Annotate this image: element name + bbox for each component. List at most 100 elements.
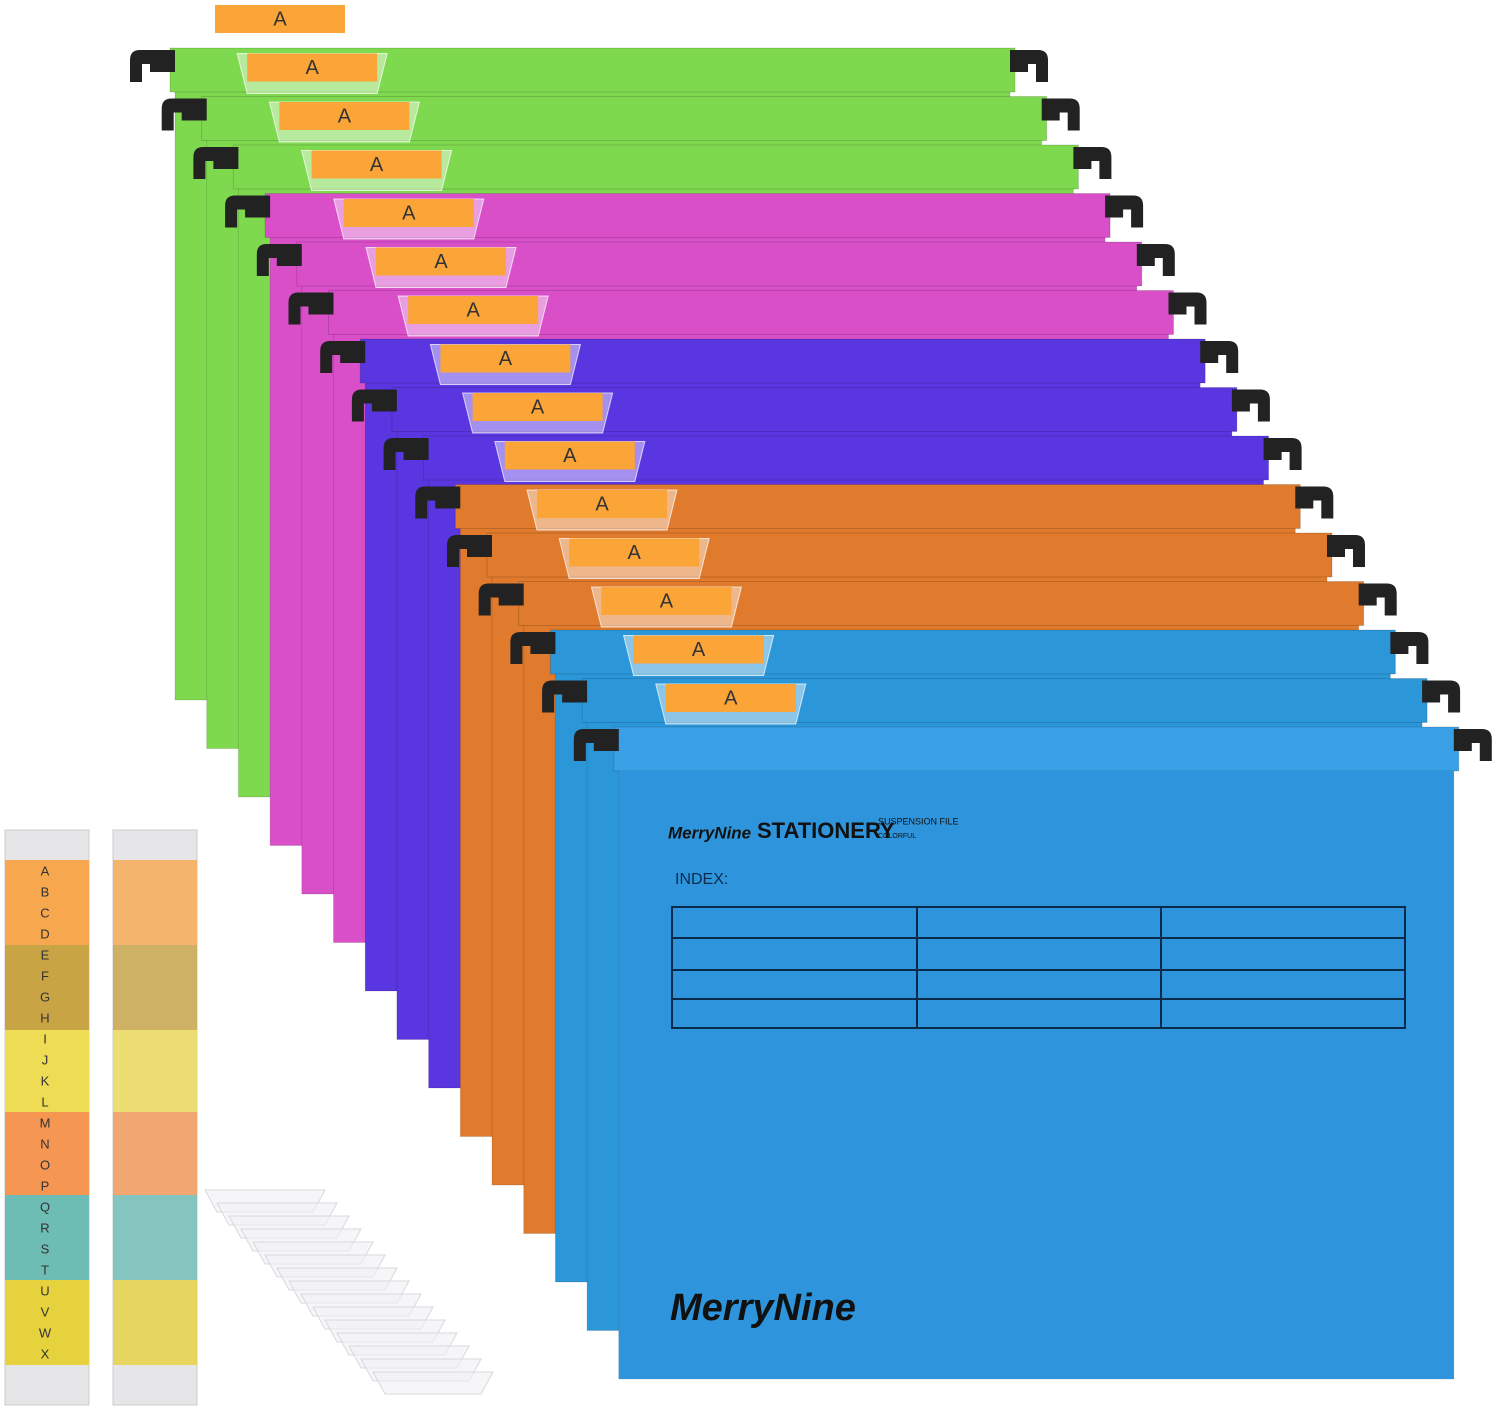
strip-letter: R	[40, 1220, 49, 1235]
brand: MerryNine	[668, 823, 751, 842]
hook-left	[573, 729, 619, 761]
strip-letter: I	[43, 1031, 47, 1046]
strip-letter: S	[41, 1241, 50, 1256]
hook-right	[1136, 244, 1175, 276]
strip-letter: N	[40, 1136, 49, 1151]
hook-left	[542, 680, 588, 713]
hook-left	[447, 535, 492, 567]
tab-label: A	[338, 105, 352, 127]
hook-right	[1263, 438, 1302, 470]
strip-letter: O	[40, 1157, 50, 1172]
tab-label: A	[692, 639, 706, 661]
tab-label-card	[376, 247, 506, 276]
hook-right	[1073, 147, 1112, 179]
strip-letter: X	[41, 1346, 50, 1361]
index-label: INDEX:	[675, 871, 728, 888]
hook-right	[1422, 680, 1461, 713]
hook-left	[383, 438, 429, 470]
strip-letter: V	[41, 1304, 50, 1319]
strip-letter: Q	[40, 1199, 50, 1214]
strip-letter: U	[40, 1283, 49, 1298]
tab-label: A	[370, 154, 384, 176]
product-line2: COLORFUL	[878, 833, 916, 840]
hook-left	[193, 147, 239, 179]
hook-right	[1010, 50, 1048, 82]
tab-label-card	[247, 53, 378, 82]
strip-band	[5, 1030, 89, 1112]
tab-label-card	[569, 538, 700, 567]
tab-label: A	[628, 542, 642, 564]
strip-band	[113, 1030, 197, 1112]
logo: MerryNine	[670, 1287, 856, 1329]
tab-label-card	[472, 393, 603, 421]
tab-label-card	[440, 344, 571, 373]
folder-front	[618, 771, 1454, 1379]
strip-letter: T	[41, 1262, 49, 1277]
strip-letter: A	[41, 863, 50, 878]
hook-left	[161, 98, 207, 131]
hanger-bar	[613, 726, 1460, 772]
strip-letter: L	[41, 1094, 48, 1109]
tab-label-card	[537, 490, 667, 518]
tab-label: A	[306, 57, 320, 79]
tab-label-card	[504, 441, 635, 470]
hook-right	[1168, 292, 1207, 325]
hook-left	[351, 389, 397, 422]
tab-label: A	[273, 8, 287, 30]
strip-letter: E	[41, 947, 50, 962]
tab-label-card	[408, 296, 539, 324]
strip-band	[113, 1195, 197, 1280]
hook-left	[415, 486, 461, 519]
tab-label: A	[402, 202, 416, 224]
hook-right	[1231, 389, 1270, 422]
strip-band	[5, 945, 89, 1030]
clear-tab	[372, 1371, 494, 1395]
hook-left	[478, 583, 524, 616]
hook-right	[1105, 195, 1144, 228]
strip-letter: M	[40, 1115, 51, 1130]
tab-label: A	[467, 299, 481, 321]
strip-band	[5, 1112, 89, 1195]
strip-band	[5, 1280, 89, 1365]
strip-letter: W	[39, 1325, 52, 1340]
hook-left	[225, 195, 271, 228]
product: STATIONERY	[757, 818, 895, 843]
hook-right	[1453, 729, 1492, 761]
hook-left	[320, 341, 366, 373]
hook-right	[1041, 98, 1080, 131]
tab-label-card	[601, 587, 732, 615]
strip-letter: H	[40, 1010, 49, 1025]
tab-label-card	[665, 684, 796, 712]
strip-letter: C	[40, 905, 49, 920]
strip-letter: B	[41, 884, 50, 899]
tab-label-card	[343, 199, 474, 227]
hook-right	[1327, 535, 1365, 567]
tab-label-card	[633, 635, 764, 664]
strip-band	[5, 860, 89, 945]
strip-letter: G	[40, 989, 50, 1004]
hook-right	[1200, 341, 1239, 373]
tab-label: A	[434, 251, 448, 273]
tab-label-card	[311, 150, 442, 179]
hook-right	[1358, 583, 1397, 616]
tab-label: A	[531, 396, 545, 418]
tab-label: A	[660, 590, 674, 612]
index-table	[671, 906, 1406, 1029]
strip-band	[113, 1112, 197, 1195]
strip-band	[113, 1280, 197, 1365]
hook-right	[1295, 486, 1334, 519]
hook-left	[288, 292, 334, 325]
hook-right	[1390, 632, 1429, 664]
hook-left	[510, 632, 556, 664]
product-line1: SUSPENSION FILE	[878, 816, 959, 826]
strip-band	[113, 860, 197, 945]
hook-left	[130, 50, 175, 82]
tab-label: A	[724, 687, 738, 709]
tab-label-card	[279, 102, 410, 130]
strip-letter: K	[41, 1073, 50, 1088]
strip-letter: D	[40, 926, 49, 941]
tab-label: A	[499, 348, 513, 370]
strip-letter: P	[41, 1178, 50, 1193]
